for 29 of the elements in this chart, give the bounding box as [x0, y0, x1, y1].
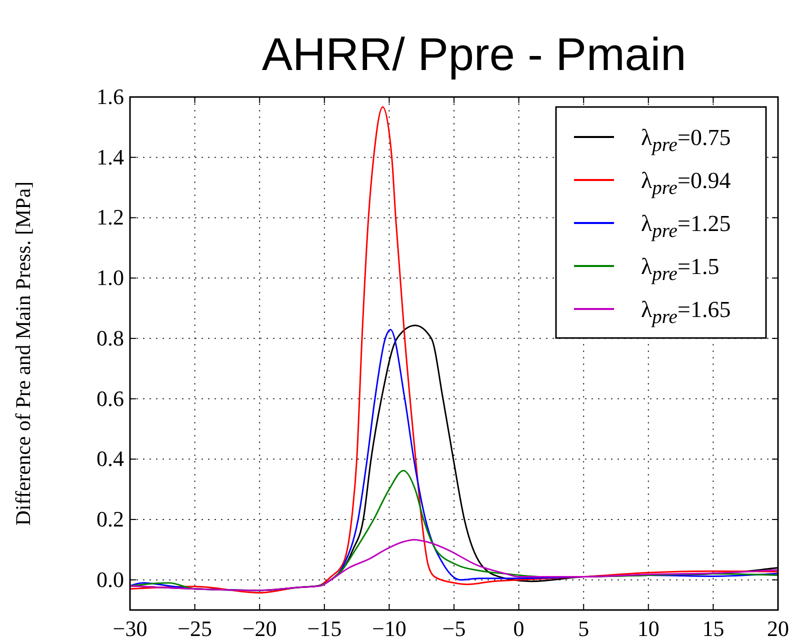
x-tick-label: −20 — [242, 616, 277, 641]
y-tick-label: 0.6 — [96, 386, 124, 411]
y-tick-label: 1.0 — [96, 265, 124, 290]
x-tick-label: 5 — [578, 616, 590, 641]
legend-label: λ$_{pre}$=1.25 — [641, 211, 731, 242]
y-tick-label: 1.6 — [96, 84, 124, 109]
legend-label: λ$_{pre}$=1.5 — [641, 254, 720, 285]
x-tick-label: −30 — [112, 616, 148, 641]
x-tick-label: 15 — [702, 616, 724, 641]
x-tick-label: −10 — [372, 616, 406, 641]
legend-label: λ$_{pre}$=1.65 — [641, 297, 731, 328]
y-tick-label: 0.8 — [96, 325, 124, 350]
x-tick-label: 20 — [767, 616, 789, 641]
x-tick-label: 10 — [637, 616, 660, 641]
y-tick-label: 1.4 — [96, 144, 124, 170]
y-tick-label: 0.2 — [96, 506, 124, 532]
x-tick-label: −5 — [442, 616, 466, 641]
y-tick-label: 0.0 — [96, 566, 124, 592]
legend-label: λ$_{pre}$=0.75 — [641, 125, 731, 156]
chart-title: AHRR/ Ppre - Pmain — [262, 28, 686, 80]
y-axis-title: Difference of Pre and Main Press. [MPa] — [11, 181, 35, 526]
x-tick-label: −25 — [178, 616, 212, 641]
x-tick-label: −15 — [307, 616, 342, 641]
line-series — [129, 538, 779, 592]
y-tick-label: 1.2 — [96, 204, 124, 230]
legend-label: λ$_{pre}$=0.94 — [641, 168, 732, 199]
y-tick-label: 0.4 — [96, 446, 124, 472]
x-tick-label: 0 — [513, 616, 524, 641]
line-series — [129, 106, 779, 594]
